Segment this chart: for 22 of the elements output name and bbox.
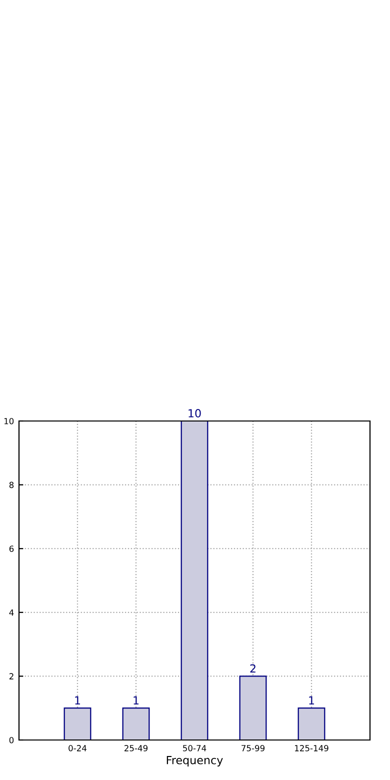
data-label: 1: [134, 696, 139, 704]
data-label: 1: [309, 696, 314, 704]
bar: [64, 708, 92, 740]
data-label: 2: [250, 664, 256, 672]
y-tick-label: 8: [9, 482, 14, 488]
y-tick-label: 2: [9, 673, 14, 680]
x-tick-label: 0-24: [68, 745, 86, 752]
x-tick-label: 50-74: [183, 745, 206, 752]
bar: [298, 708, 326, 740]
x-axis-title: Frequency: [166, 756, 223, 766]
x-tick-label: 25-49: [124, 745, 148, 752]
x-tick-label: 75-99: [242, 745, 265, 752]
bar: [239, 676, 267, 740]
y-tick-label: 0: [9, 736, 14, 744]
y-tick-label: 6: [9, 546, 14, 552]
x-tick-label: 125-149: [295, 745, 328, 752]
data-label: 10: [188, 409, 201, 418]
bar: [180, 421, 208, 740]
data-label: 1: [75, 696, 80, 704]
y-tick-label: 10: [4, 418, 14, 424]
y-tick-label: 4: [9, 609, 14, 616]
bar: [122, 708, 150, 740]
